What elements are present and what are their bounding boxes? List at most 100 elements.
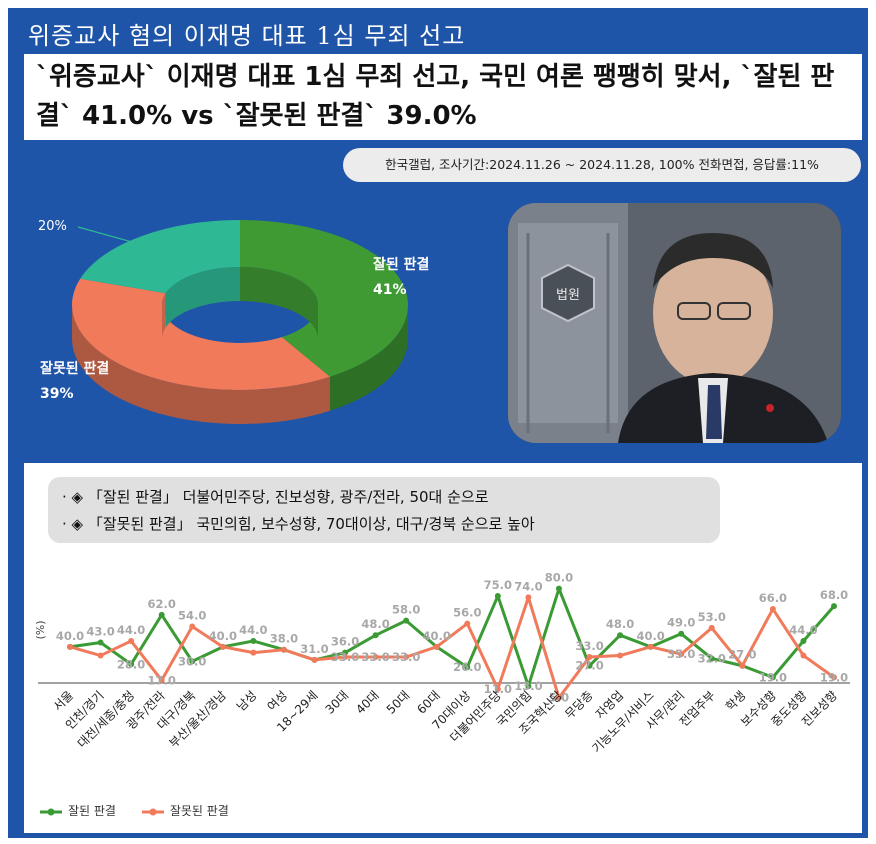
legend-label-bad: 잘못된 판결 — [169, 804, 229, 818]
point-0-9 — [342, 649, 349, 656]
point-1-10 — [372, 654, 379, 661]
point-0-10 — [372, 632, 379, 639]
data-label-bottom-15: 13.0 — [514, 679, 542, 693]
data-label-top-24: 44.0 — [789, 623, 817, 637]
line-chart: (%) 40.0 43.0 44.062.054.040.0 44.038.031.03… — [34, 571, 850, 756]
donut-chart — [71, 220, 408, 424]
data-label-top-16: 80.0 — [545, 571, 573, 585]
data-label-top-10: 48.0 — [361, 617, 389, 631]
data-label-bottom-14: 11.0 — [484, 682, 512, 696]
series-line-0 — [69, 587, 836, 688]
data-label-bottom-20: 35.0 — [667, 647, 695, 661]
point-1-2 — [128, 638, 135, 645]
headline: `위증교사` 이재명 대표 1심 무죄 선고, 국민 여론 팽팽히 맞서, `잘… — [36, 62, 835, 131]
data-label-top-5: 40.0 — [209, 629, 237, 643]
donut-slice-2 — [80, 220, 240, 294]
point-1-1 — [97, 652, 104, 659]
data-label-top-21: 53.0 — [698, 610, 726, 624]
legend-item-bad: 잘못된 판결 — [141, 804, 229, 818]
point-1-18 — [617, 652, 624, 659]
data-label-top-4: 54.0 — [178, 608, 206, 622]
court-photo: 법원 — [508, 203, 841, 443]
point-1-14 — [494, 686, 501, 693]
point-0-18 — [617, 632, 624, 639]
pie-label-bad: 잘못된 판결 39% — [40, 358, 109, 402]
point-1-0 — [67, 643, 73, 650]
point-1-8 — [311, 656, 318, 663]
bullet-good: · ◈ 「잘된 판결」 더불어민주당, 진보성향, 광주/전라, 50대 순으로 — [62, 488, 489, 506]
donut-slice-1 — [72, 278, 331, 390]
point-0-6 — [250, 638, 257, 645]
data-label-top-9: 36.0 — [331, 635, 359, 649]
point-1-9 — [342, 654, 349, 661]
point-1-20 — [678, 651, 685, 658]
category-label-11: 50대 — [384, 688, 413, 717]
legend-marker-bad — [141, 808, 164, 815]
bullet-box: · ◈ 「잘된 판결」 더불어민주당, 진보성향, 광주/전라, 50대 순으로… — [48, 477, 720, 543]
data-label-top-22: 27.0 — [728, 648, 756, 662]
legend: 잘된 판결 잘못된 판결 — [40, 802, 229, 819]
point-1-12 — [433, 643, 440, 650]
point-0-15 — [525, 683, 532, 690]
court-sign-text: 법원 — [556, 288, 580, 303]
data-label-bottom-3: 17.0 — [147, 673, 175, 687]
point-1-22 — [739, 662, 746, 669]
legend-label-good: 잘된 판결 — [68, 804, 116, 818]
point-1-19 — [647, 643, 654, 650]
point-1-6 — [250, 649, 257, 656]
data-label-top-15: 74.0 — [514, 579, 542, 593]
pie-label-good-value: 41% — [373, 282, 407, 298]
donut-leader-line — [77, 226, 162, 251]
data-label-top-14: 75.0 — [484, 578, 512, 592]
legend-item-good: 잘된 판결 — [40, 804, 120, 818]
point-1-21 — [708, 624, 715, 631]
point-1-16 — [555, 694, 562, 701]
point-1-17 — [586, 654, 593, 661]
category-label-6: 남성 — [234, 688, 260, 714]
data-label-bottom-9: 33.0 — [331, 650, 359, 664]
donut-inner-1-0 — [162, 293, 166, 339]
data-label-top-12: 40.0 — [423, 629, 451, 643]
point-0-25 — [831, 603, 837, 610]
point-1-23 — [769, 606, 776, 613]
point-1-11 — [403, 654, 410, 661]
data-label-top-18: 48.0 — [606, 617, 634, 631]
point-1-25 — [831, 674, 837, 681]
data-label-bottom-25: 19.0 — [820, 670, 848, 684]
pie-label-other-value: 20% — [38, 219, 67, 234]
data-label-top-17: 33.0 — [575, 639, 603, 653]
data-label-bottom-10: 33.0 — [361, 650, 389, 664]
point-0-24 — [800, 638, 807, 645]
data-label-bottom-2: 28.0 — [117, 657, 145, 671]
category-label-9: 30대 — [323, 688, 352, 717]
donut-side-1 — [71, 305, 331, 424]
data-label-top-19: 40.0 — [636, 629, 664, 643]
category-label-7: 여성 — [265, 688, 291, 714]
point-1-13 — [464, 620, 471, 627]
pie-label-bad-value: 39% — [40, 386, 74, 402]
point-0-2 — [128, 661, 135, 668]
category-label-10: 40대 — [353, 688, 382, 717]
point-0-4 — [189, 658, 196, 665]
data-label-top-20: 49.0 — [667, 616, 695, 630]
point-1-15 — [525, 594, 532, 601]
point-0-21 — [708, 655, 715, 662]
category-label-22: 학생 — [723, 688, 749, 714]
legend-marker-good — [40, 808, 62, 815]
donut-inner-0-1 — [240, 267, 318, 339]
pie-label-bad-name: 잘못된 판결 — [40, 361, 110, 377]
data-label-bottom-23: 19.0 — [759, 670, 787, 684]
point-0-1 — [97, 639, 104, 646]
data-label-top-8: 31.0 — [300, 642, 328, 656]
headline-box: `위증교사` 이재명 대표 1심 무죄 선고, 국민 여론 팽팽히 맞서, `잘… — [24, 54, 862, 140]
data-label-bottom-11: 33.0 — [392, 650, 420, 664]
donut-inner-2-0 — [165, 267, 240, 328]
data-label-top-25: 68.0 — [820, 588, 848, 602]
data-label-bottom-13: 26.0 — [453, 660, 481, 674]
point-0-13 — [464, 664, 471, 671]
data-label-top-3: 62.0 — [147, 597, 175, 611]
point-1-4 — [189, 623, 196, 630]
data-label-top-13: 56.0 — [453, 606, 481, 620]
data-label-top-0: 40.0 — [56, 629, 84, 643]
data-label-top-1: 43.0 — [86, 624, 114, 638]
